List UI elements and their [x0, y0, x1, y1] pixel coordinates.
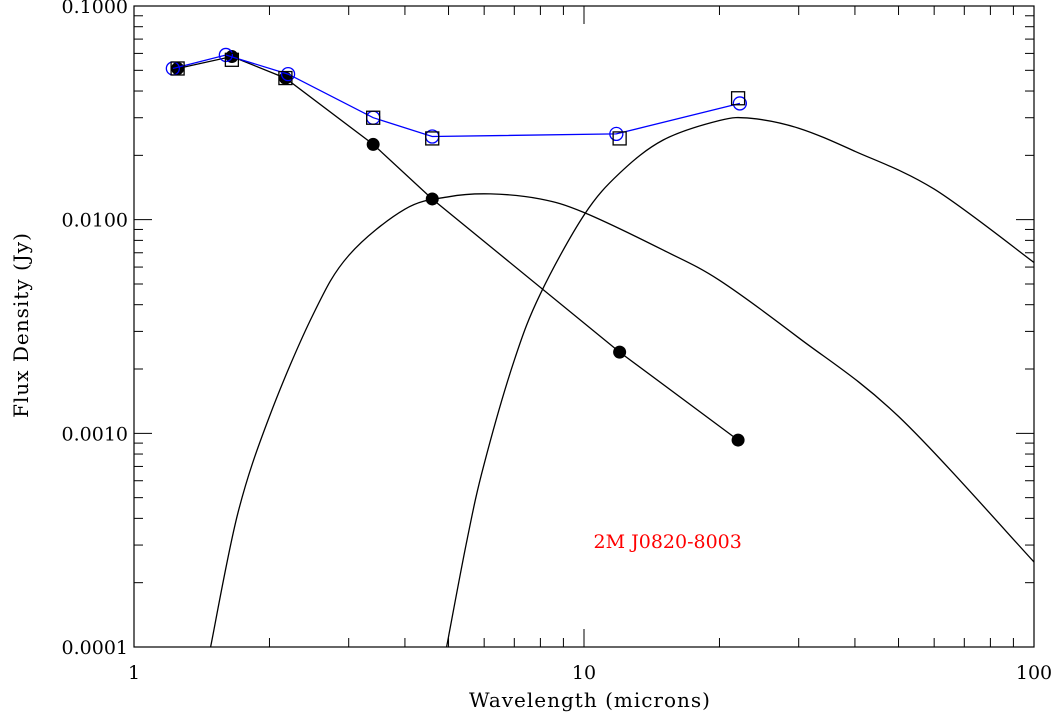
plot-area: [133, 5, 1035, 648]
model-curve-line: [445, 116, 1034, 647]
data-point: [366, 110, 381, 125]
series-layer: [165, 47, 1034, 647]
model-curve-line: [209, 193, 1034, 647]
x-tick-label: 1: [128, 662, 140, 684]
data-point: [731, 433, 745, 447]
data-point: [280, 66, 296, 82]
series-2: [170, 52, 746, 146]
data-point: [730, 91, 746, 106]
data-point: [278, 70, 293, 86]
labels: Wavelength (microns) Flux Density (Jy) 2…: [9, 232, 742, 712]
series-line: [177, 55, 739, 441]
plot-frame: [133, 5, 1035, 648]
x-tick-label: 10: [572, 662, 596, 684]
y-tick-label: 0.0001: [62, 637, 128, 659]
data-point: [609, 126, 624, 142]
x-axis-title: Wavelength (microns): [469, 688, 711, 712]
object-annotation: 2M J0820-8003: [594, 531, 742, 553]
axes: 0.0001 0.0010 0.0100 0.1000 1 10 100: [62, 0, 1053, 684]
data-point: [732, 96, 748, 111]
series-1: [165, 47, 748, 144]
data-point: [612, 131, 627, 146]
data-point: [170, 61, 185, 76]
series-3: [209, 193, 1034, 647]
series-4: [445, 116, 1034, 647]
y-tick-label: 0.0100: [62, 210, 128, 232]
data-point: [366, 137, 380, 151]
data-point: [613, 345, 627, 359]
data-point: [425, 131, 440, 146]
y-axis-title: Flux Density (Jy): [9, 232, 33, 418]
y-tick-label: 0.0010: [62, 423, 128, 445]
y-tick-label: 0.1000: [62, 0, 128, 18]
data-point: [171, 61, 185, 75]
data-point: [224, 52, 240, 67]
x-tick-label: 100: [1016, 662, 1052, 684]
